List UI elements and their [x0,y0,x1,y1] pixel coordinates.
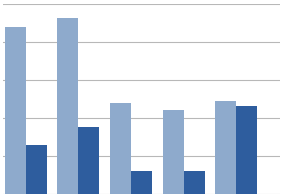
Bar [78,127,100,194]
Bar [215,101,236,194]
Bar [110,103,131,194]
Bar [183,171,205,194]
Bar [26,145,47,194]
Bar [57,18,78,194]
Bar [236,106,257,194]
Bar [162,110,183,194]
Bar [131,171,152,194]
Bar [5,27,26,194]
